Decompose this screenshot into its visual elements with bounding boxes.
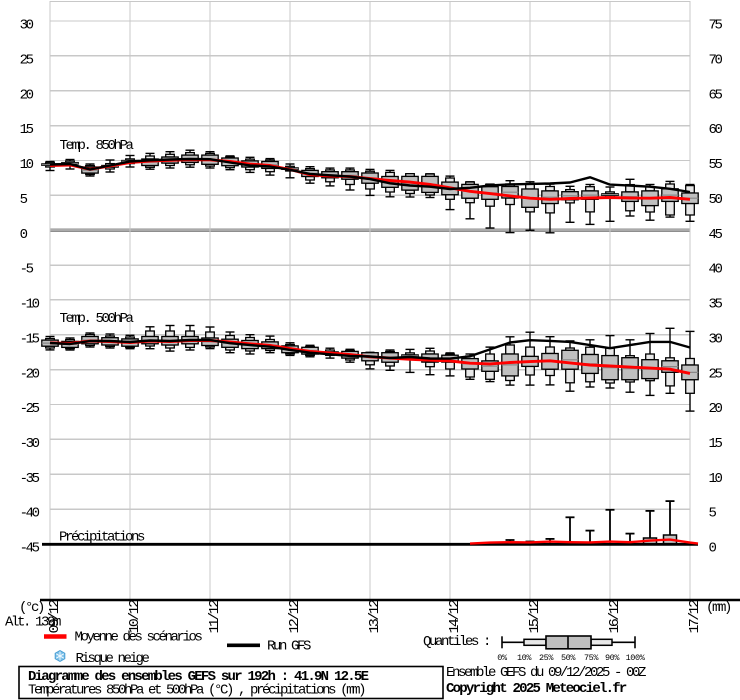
svg-text:10%: 10% (517, 653, 532, 663)
svg-text:Copyright 2025 Meteociel.fr: Copyright 2025 Meteociel.fr (446, 681, 627, 697)
svg-text:Diagramme des ensembles GEFS s: Diagramme des ensembles GEFS sur 192h : … (28, 669, 369, 685)
svg-text:50: 50 (709, 192, 723, 208)
svg-text:Risque neige: Risque neige (76, 651, 150, 667)
svg-text:55: 55 (709, 157, 723, 173)
svg-text:Temp. 850hPa: Temp. 850hPa (60, 138, 134, 154)
svg-text:0: 0 (709, 541, 717, 557)
svg-text:17/12: 17/12 (687, 599, 703, 633)
svg-text:(°c): (°c) (19, 600, 44, 616)
svg-text:30: 30 (20, 18, 34, 34)
svg-text:-35: -35 (20, 471, 40, 487)
svg-text:10/12: 10/12 (127, 599, 143, 633)
svg-text:15/12: 15/12 (527, 599, 543, 633)
svg-text:-40: -40 (20, 506, 40, 522)
svg-text:45: 45 (709, 227, 723, 243)
svg-text:25: 25 (709, 366, 723, 382)
svg-text:-15: -15 (20, 331, 40, 347)
svg-text:Ensemble GEFS du 09/12/2025 -: Ensemble GEFS du 09/12/2025 - 00Z (446, 665, 646, 681)
svg-text:40: 40 (709, 262, 723, 278)
svg-text:-20: -20 (20, 366, 40, 382)
svg-text:10: 10 (20, 157, 34, 173)
svg-text:65: 65 (709, 87, 723, 103)
svg-text:5: 5 (20, 192, 28, 208)
svg-text:10: 10 (709, 471, 723, 487)
svg-text:Précipitations: Précipitations (59, 530, 145, 546)
svg-text:Temp. 500hPa: Temp. 500hPa (60, 311, 134, 327)
svg-text:70: 70 (709, 53, 723, 69)
svg-text:90%: 90% (605, 653, 620, 663)
svg-text:Températures 850hPa et 500hPa: Températures 850hPa et 500hPa (°C) , pré… (28, 683, 365, 699)
svg-text:-5: -5 (20, 262, 34, 278)
svg-text:11/12: 11/12 (207, 599, 223, 633)
svg-text:100%: 100% (626, 653, 646, 663)
svg-text:(mm): (mm) (706, 600, 731, 616)
svg-text:15: 15 (709, 436, 723, 452)
svg-text:25: 25 (20, 53, 34, 69)
svg-text:20: 20 (20, 87, 34, 103)
svg-text:12/12: 12/12 (287, 599, 303, 633)
svg-text:15: 15 (20, 122, 34, 138)
svg-text:-25: -25 (20, 401, 40, 417)
svg-text:75: 75 (709, 18, 723, 34)
svg-text:16/12: 16/12 (607, 599, 623, 633)
svg-text:14/12: 14/12 (447, 599, 463, 633)
svg-text:50%: 50% (561, 653, 576, 663)
svg-text:Alt. 139m: Alt. 139m (5, 615, 61, 631)
svg-text:-10: -10 (20, 297, 40, 313)
svg-text:Moyenne des scénarios: Moyenne des scénarios (75, 630, 203, 646)
svg-text:75%: 75% (584, 653, 599, 663)
svg-text:-30: -30 (20, 436, 40, 452)
svg-text:20: 20 (709, 401, 723, 417)
svg-text:0%: 0% (497, 653, 508, 663)
svg-text:0: 0 (20, 227, 28, 243)
svg-text:5: 5 (709, 506, 717, 522)
svg-text:09/12: 09/12 (47, 599, 63, 633)
svg-text:-45: -45 (20, 541, 40, 557)
svg-text:13/12: 13/12 (367, 599, 383, 633)
svg-text:60: 60 (709, 122, 723, 138)
svg-text:35: 35 (709, 297, 723, 313)
svg-text:Run GFS: Run GFS (267, 639, 311, 655)
svg-text:25%: 25% (539, 653, 554, 663)
svg-text:Quantiles :: Quantiles : (423, 634, 489, 650)
svg-text:30: 30 (709, 331, 723, 347)
